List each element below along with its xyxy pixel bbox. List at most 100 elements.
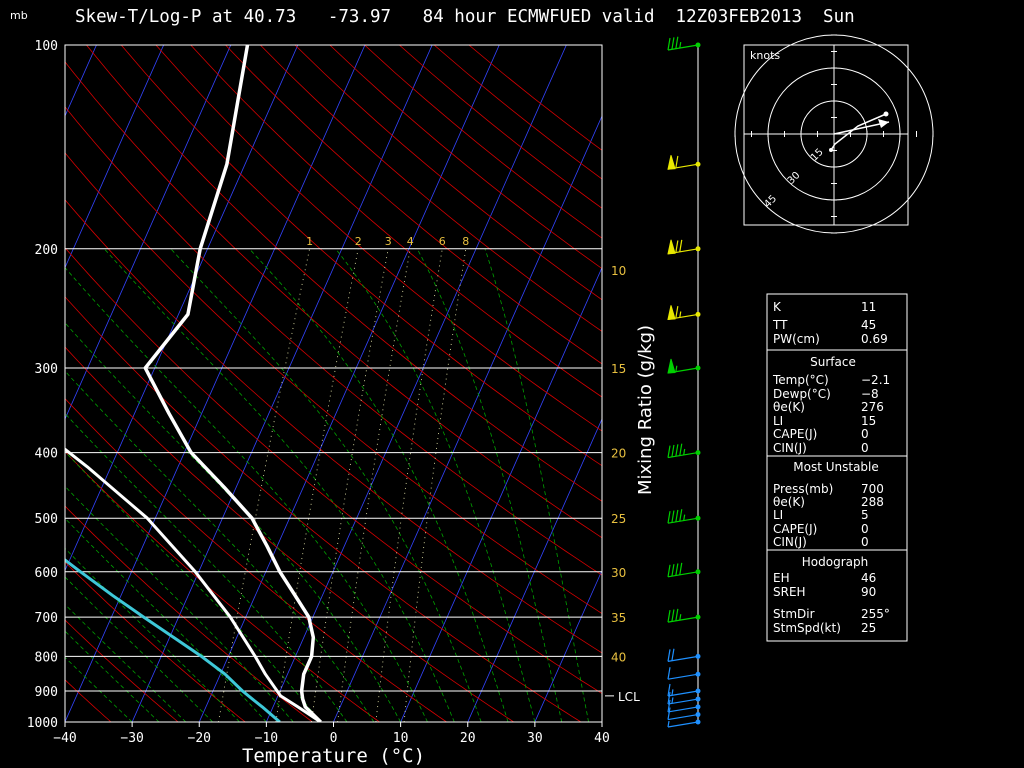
mu-label: CIN(J)	[773, 535, 807, 549]
wind-barb-full	[675, 306, 679, 319]
dry-adiabat-line	[65, 397, 448, 722]
dewpoint-profile-line	[65, 558, 281, 722]
mixing-ratio-line	[375, 248, 443, 722]
mu-value: 288	[861, 495, 884, 509]
wind-barb-shaft	[667, 517, 699, 524]
wind-barb-full	[671, 510, 675, 523]
mu-label: CAPE(J)	[773, 522, 817, 536]
dry-adiabat-line	[65, 296, 582, 722]
x-tick-label: 30	[527, 731, 543, 746]
x-axis-label: Temperature (°C)	[242, 745, 425, 767]
wind-barb-flag	[667, 305, 676, 320]
hodograph-unit-label: knots	[750, 49, 780, 62]
surface-value: 0	[861, 427, 869, 441]
mixing-ratio-top-label: 3	[385, 235, 392, 248]
x-tick-label: 40	[594, 731, 610, 746]
wind-barb-full	[679, 239, 683, 252]
x-tick-label: −20	[188, 731, 211, 746]
hodograph-point	[829, 148, 833, 152]
most-unstable-title: Most Unstable	[793, 460, 879, 474]
wind-barb-full	[667, 445, 671, 458]
wind-barb-full	[671, 564, 675, 577]
wind-barb	[667, 305, 701, 320]
right-scale-label: 10	[611, 264, 626, 278]
wind-barb	[667, 509, 701, 524]
index-label-k: K	[773, 300, 782, 314]
wind-barb-half	[671, 697, 674, 704]
pressure-tick-label: 500	[35, 512, 58, 527]
wind-barb-full	[671, 444, 675, 458]
indices-panel: K 11 TT 45 PW(cm) 0.69 Surface Temp(°C) …	[766, 293, 908, 642]
dry-adiabat-line	[120, 45, 602, 467]
mixing-ratio-top-label: 8	[462, 235, 469, 248]
mixing-ratio-axis-label: Mixing Ratio (g/kg)	[635, 325, 656, 495]
wind-barb	[667, 358, 701, 374]
hodograph-frame	[743, 44, 909, 226]
chart-title: Skew-T/Log-P at 40.73 -73.97 84 hour ECM…	[75, 7, 855, 27]
pressure-tick-label: 900	[35, 685, 58, 700]
wind-barb	[667, 648, 701, 662]
pressure-tick-label: 1000	[27, 716, 58, 731]
wind-barb-full	[675, 509, 679, 523]
x-tick-label: −10	[255, 731, 278, 746]
wind-barb-full	[679, 443, 683, 456]
wind-barb-full	[667, 707, 671, 720]
right-scale-label: 15	[611, 362, 626, 376]
hodo-label: SREH	[773, 585, 806, 599]
index-value-k: 11	[861, 300, 876, 314]
wind-barb-shaft	[667, 655, 699, 662]
surface-value: 15	[861, 414, 876, 428]
pressure-tick-label: 200	[35, 243, 58, 258]
mu-value: 700	[861, 482, 884, 496]
isotherm-line	[534, 569, 602, 722]
surface-value: −2.1	[861, 373, 890, 387]
axes: −40 −30 −20 −10 0 10 20 30 40 Temperature (°C) 100…	[27, 39, 656, 767]
wind-barb-shaft	[667, 690, 699, 697]
wind-barb	[667, 719, 701, 728]
isotherm-line	[332, 115, 602, 722]
storm-motion-arrowhead	[878, 119, 889, 128]
wind-barb-full	[667, 699, 671, 713]
wind-barb-shaft	[667, 452, 699, 459]
wind-barb-full	[675, 36, 679, 49]
dry-adiabat-line	[65, 505, 314, 722]
wind-barb-flag	[667, 239, 676, 255]
surface-label: LI	[773, 414, 783, 428]
hodograph-box-title: Hodograph	[802, 555, 868, 569]
isotherm-line	[65, 45, 366, 722]
x-tick-label: −40	[53, 731, 76, 746]
surface-label: CAPE(J)	[773, 427, 817, 441]
hodo-label: StmSpd(kt)	[773, 621, 841, 635]
background-grid	[65, 45, 602, 722]
wind-barb-column	[667, 36, 701, 728]
isotherm-line	[131, 45, 433, 722]
surface-label: Temp(°C)	[772, 373, 829, 387]
dry-adiabat-line	[155, 45, 602, 432]
wind-barb-full	[667, 691, 671, 705]
dry-adiabat-line	[65, 106, 602, 576]
mixing-ratio-top-label: 6	[439, 235, 446, 248]
moist-adiabat-line	[484, 248, 589, 722]
surface-label: Dewp(°C)	[773, 387, 831, 401]
right-scale-label: 35	[611, 611, 626, 625]
wind-barb	[667, 608, 701, 623]
index-value-tt: 45	[861, 318, 876, 332]
wind-barb-half	[683, 448, 686, 456]
isotherm-line	[265, 45, 567, 722]
surface-value: −8	[861, 387, 879, 401]
mu-value: 0	[861, 535, 869, 549]
parcel-path-line	[65, 447, 322, 722]
wind-barb-full	[671, 609, 675, 622]
right-scale-label: 25	[611, 512, 626, 526]
wind-barb-full	[675, 240, 679, 253]
wind-barb-full	[667, 649, 671, 662]
wind-barb	[667, 36, 701, 51]
dry-adiabat-line	[65, 619, 179, 722]
dry-adiabat-line	[65, 450, 381, 722]
x-tick-label: 10	[393, 731, 409, 746]
wind-barb	[667, 667, 701, 680]
surface-value: 276	[861, 400, 884, 414]
wind-barb-flag	[667, 155, 676, 170]
x-tick-label: −30	[120, 731, 143, 746]
isotherm-line	[65, 45, 299, 572]
